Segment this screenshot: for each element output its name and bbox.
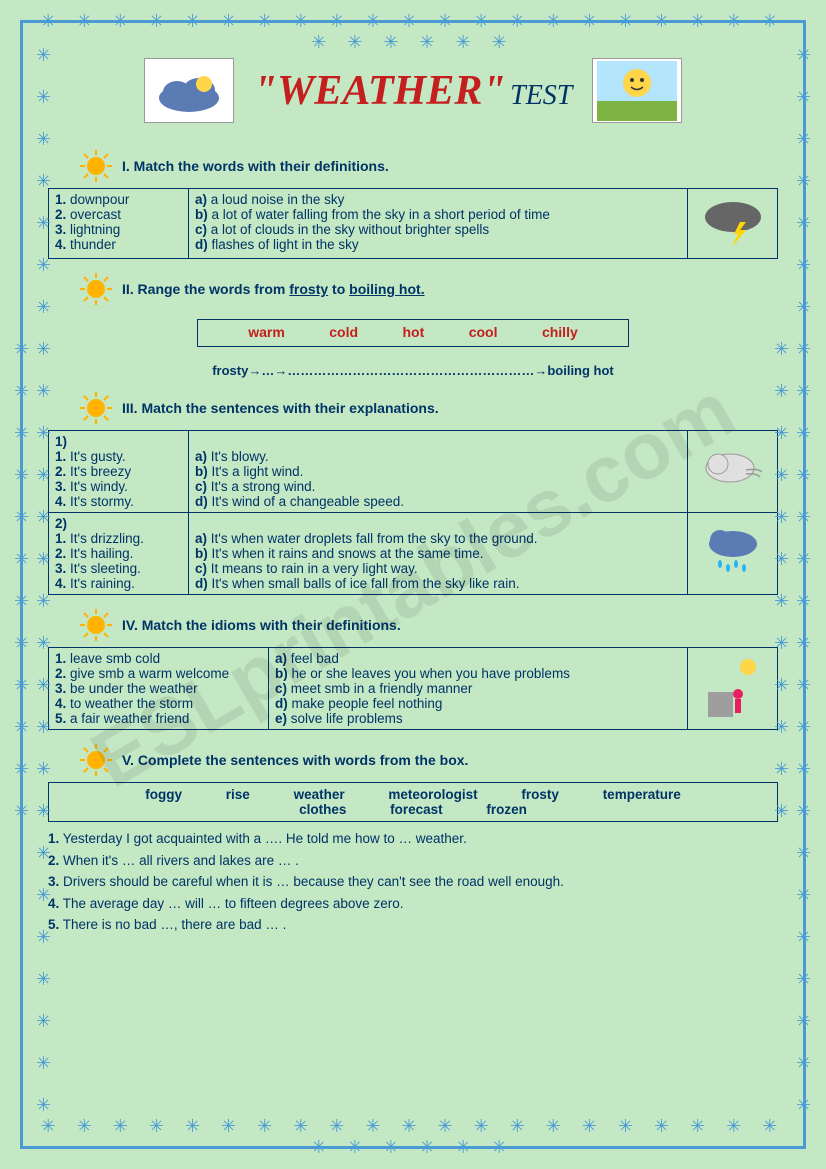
section-4-title: IV. Match the idioms with their definiti… [122, 617, 401, 633]
section-3-head: III. Match the sentences with their expl… [78, 390, 778, 426]
word-box: warm cold hot cool chilly [197, 319, 629, 347]
section-2-head: II. Range the words from frosty to boili… [78, 271, 778, 307]
title-main: "WEATHER" [254, 68, 506, 114]
section-4-table: 1. leave smb cold 2. give smb a warm wel… [48, 647, 778, 730]
section-1-title: I. Match the words with their definition… [122, 158, 389, 174]
title-wrap: "WEATHER" TEST [254, 67, 573, 115]
section-5-title: V. Complete the sentences with words fro… [122, 752, 468, 768]
sun-image [592, 58, 682, 123]
word-box-wrap: warm cold hot cool chilly [48, 311, 778, 355]
sunny-person-icon [688, 648, 778, 730]
section-5-head: V. Complete the sentences with words fro… [78, 742, 778, 778]
content-frame: ✳ ✳ ✳ ✳ ✳ ✳ ✳ ✳ ✳ ✳ ✳ ✳ ✳ ✳ ✳ ✳ ✳ ✳ ✳ ✳ … [20, 20, 806, 1149]
wind-cloud-icon [688, 431, 778, 513]
rain-cloud-icon [688, 513, 778, 595]
border-top: ✳ ✳ ✳ ✳ ✳ ✳ ✳ ✳ ✳ ✳ ✳ ✳ ✳ ✳ ✳ ✳ ✳ ✳ ✳ ✳ … [33, 11, 793, 53]
title-sub: TEST [510, 80, 572, 111]
section-5-sentences: 1. Yesterday I got acquainted with a …. … [48, 828, 778, 936]
section-4-head: IV. Match the idioms with their definiti… [78, 607, 778, 643]
sun-icon [78, 390, 114, 426]
section-1-table: 1. downpour 2. overcast 3. lightning 4. … [48, 188, 778, 259]
word-box-2: foggy rise weather meteorologist frosty … [48, 782, 778, 822]
sun-icon [78, 148, 114, 184]
range-line: frosty→…→…………………………………………………→boiling hot [48, 363, 778, 378]
section-3-table: 1) 1. It's gusty. 2. It's breezy 3. It's… [48, 430, 778, 595]
cloud-image [144, 58, 234, 123]
storm-icon [688, 189, 778, 259]
sun-icon [78, 607, 114, 643]
border-bottom: ✳ ✳ ✳ ✳ ✳ ✳ ✳ ✳ ✳ ✳ ✳ ✳ ✳ ✳ ✳ ✳ ✳ ✳ ✳ ✳ … [33, 1116, 793, 1158]
section-3-title: III. Match the sentences with their expl… [122, 400, 439, 416]
section-2-title: II. Range the words from frosty to boili… [122, 281, 425, 297]
section-1-head: I. Match the words with their definition… [78, 148, 778, 184]
header: "WEATHER" TEST [48, 58, 778, 123]
border-right: ✳ ✳ ✳ ✳ ✳ ✳ ✳ ✳ ✳ ✳ ✳ ✳ ✳ ✳ ✳ ✳ ✳ ✳ ✳ ✳ … [771, 43, 815, 1126]
sun-icon [78, 271, 114, 307]
sun-icon [78, 742, 114, 778]
worksheet-page: ✳ ✳ ✳ ✳ ✳ ✳ ✳ ✳ ✳ ✳ ✳ ✳ ✳ ✳ ✳ ✳ ✳ ✳ ✳ ✳ … [0, 0, 826, 1169]
border-left: ✳ ✳ ✳ ✳ ✳ ✳ ✳ ✳ ✳ ✳ ✳ ✳ ✳ ✳ ✳ ✳ ✳ ✳ ✳ ✳ … [11, 43, 55, 1126]
